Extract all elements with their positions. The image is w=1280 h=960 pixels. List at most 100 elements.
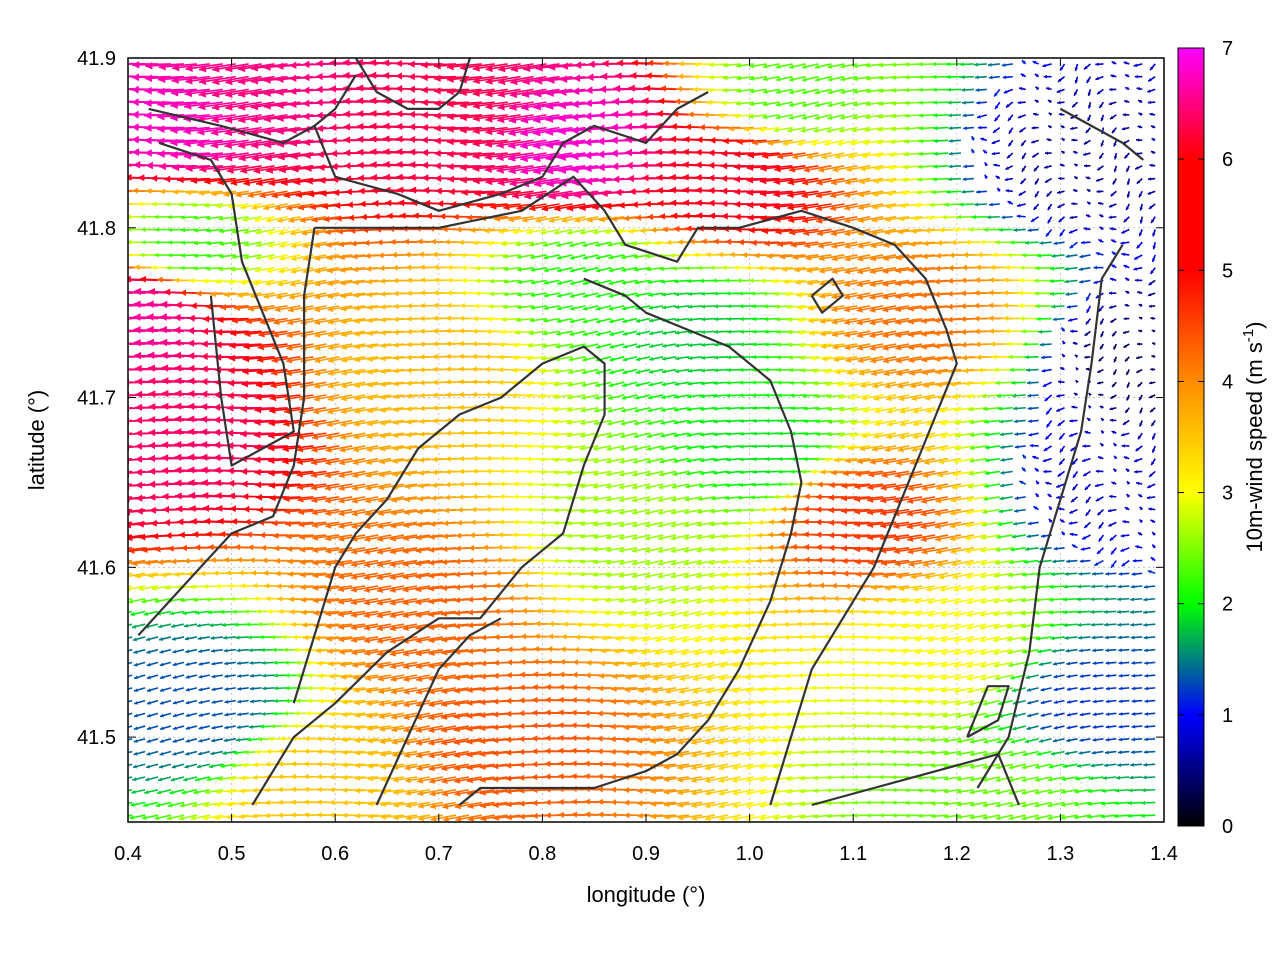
wind-arrow <box>687 394 703 399</box>
colorbar-tick-label: 3 <box>1222 483 1233 505</box>
wind-arrow <box>1131 712 1143 716</box>
wind-arrow <box>1142 775 1156 780</box>
wind-arrow <box>1099 226 1104 231</box>
wind-arrow <box>1125 493 1131 498</box>
wind-arrow <box>1014 444 1026 449</box>
wind-arrow <box>948 151 962 156</box>
wind-arrow <box>1093 559 1104 567</box>
wind-arrow <box>157 623 172 629</box>
wind-arrow <box>1081 534 1091 540</box>
wind-arrow <box>993 163 1000 167</box>
wind-arrow <box>1137 342 1143 346</box>
wind-arrow <box>943 776 962 782</box>
wind-arrow <box>1111 381 1117 388</box>
wind-arrow <box>1108 305 1117 309</box>
wind-arrow <box>752 469 767 475</box>
wind-arrow <box>904 762 923 768</box>
wind-arrow <box>1087 788 1104 794</box>
wind-arrow <box>635 368 651 375</box>
wind-arrow <box>1026 725 1039 731</box>
wind-arrow <box>1077 584 1091 589</box>
wind-arrow <box>1000 470 1013 475</box>
wind-arrow <box>765 456 780 462</box>
wind-arrow <box>987 62 1000 67</box>
wind-arrow <box>249 699 262 704</box>
wind-arrow <box>1006 152 1014 159</box>
wind-arrow <box>1059 163 1065 167</box>
colorbar-tick-label: 2 <box>1222 594 1233 616</box>
wind-arrow <box>1036 316 1052 322</box>
wind-arrow <box>1007 200 1014 205</box>
wind-arrow <box>1049 623 1065 628</box>
wind-arrow <box>1112 343 1118 350</box>
x-tick-label: 1.0 <box>736 843 764 865</box>
wind-arrow <box>393 788 418 796</box>
wind-arrow <box>1073 392 1078 397</box>
wind-arrow <box>1139 407 1143 414</box>
wind-arrow <box>128 610 133 614</box>
wind-arrow <box>980 137 988 142</box>
wind-arrow <box>128 738 133 741</box>
wind-arrow <box>1052 317 1065 322</box>
wind-arrow <box>128 636 133 639</box>
wind-arrow <box>1090 584 1104 589</box>
wind-arrow <box>467 814 495 822</box>
wind-arrow <box>609 368 625 375</box>
wind-arrow <box>1069 241 1078 249</box>
wind-arrow <box>1110 560 1117 569</box>
wind-arrow <box>984 174 989 179</box>
wind-arrow <box>726 444 741 449</box>
wind-arrow <box>1143 750 1156 755</box>
wind-arrow <box>380 801 405 808</box>
wind-arrow <box>1002 75 1013 80</box>
wind-arrow <box>128 687 133 690</box>
wind-arrow <box>1041 355 1052 360</box>
wind-arrow <box>1143 635 1156 640</box>
wind-arrow <box>1023 559 1039 565</box>
wind-arrow <box>1066 661 1078 666</box>
wind-arrow <box>1032 455 1039 460</box>
wind-arrow <box>1075 776 1091 781</box>
wind-arrow <box>739 457 754 462</box>
wind-arrow <box>1118 686 1130 691</box>
wind-arrow <box>262 686 275 691</box>
y-tick-label: 41.7 <box>77 388 116 410</box>
wind-arrow <box>1005 165 1014 171</box>
wind-arrow <box>636 800 664 807</box>
wind-arrow <box>636 787 664 794</box>
wind-arrow <box>1049 584 1065 590</box>
wind-arrow <box>172 687 185 692</box>
wind-arrow <box>191 801 211 808</box>
wind-arrow <box>1080 240 1091 245</box>
wind-arrow <box>196 623 210 628</box>
wind-arrow <box>946 74 961 80</box>
wind-arrow <box>159 648 172 654</box>
wind-arrow <box>687 291 703 297</box>
wind-arrow <box>1086 76 1092 84</box>
wind-arrow <box>963 126 974 131</box>
wind-arrow <box>704 776 728 784</box>
wind-arrow <box>1130 584 1143 589</box>
wind-arrow <box>1151 531 1156 536</box>
wind-arrow <box>198 738 211 743</box>
wind-arrow <box>1097 381 1104 385</box>
wind-arrow <box>1047 216 1053 224</box>
wind-arrow <box>1057 100 1065 105</box>
wind-arrow <box>984 470 1000 476</box>
wind-arrow <box>969 788 987 795</box>
wind-arrow <box>1013 508 1026 513</box>
wind-arrow <box>1078 266 1091 272</box>
wind-arrow <box>1014 496 1026 500</box>
wind-arrow <box>133 712 146 718</box>
wind-arrow <box>133 687 146 692</box>
wind-arrow <box>128 87 146 91</box>
wind-arrow <box>1123 61 1130 65</box>
wind-arrow <box>1151 137 1156 142</box>
wind-arrow <box>1057 190 1065 194</box>
wind-arrow <box>984 432 1000 437</box>
wind-arrow <box>1126 381 1131 389</box>
wind-arrow <box>700 368 715 373</box>
wind-arrow <box>1076 763 1091 768</box>
wind-arrow <box>1029 443 1039 448</box>
wind-arrow <box>1122 419 1130 426</box>
